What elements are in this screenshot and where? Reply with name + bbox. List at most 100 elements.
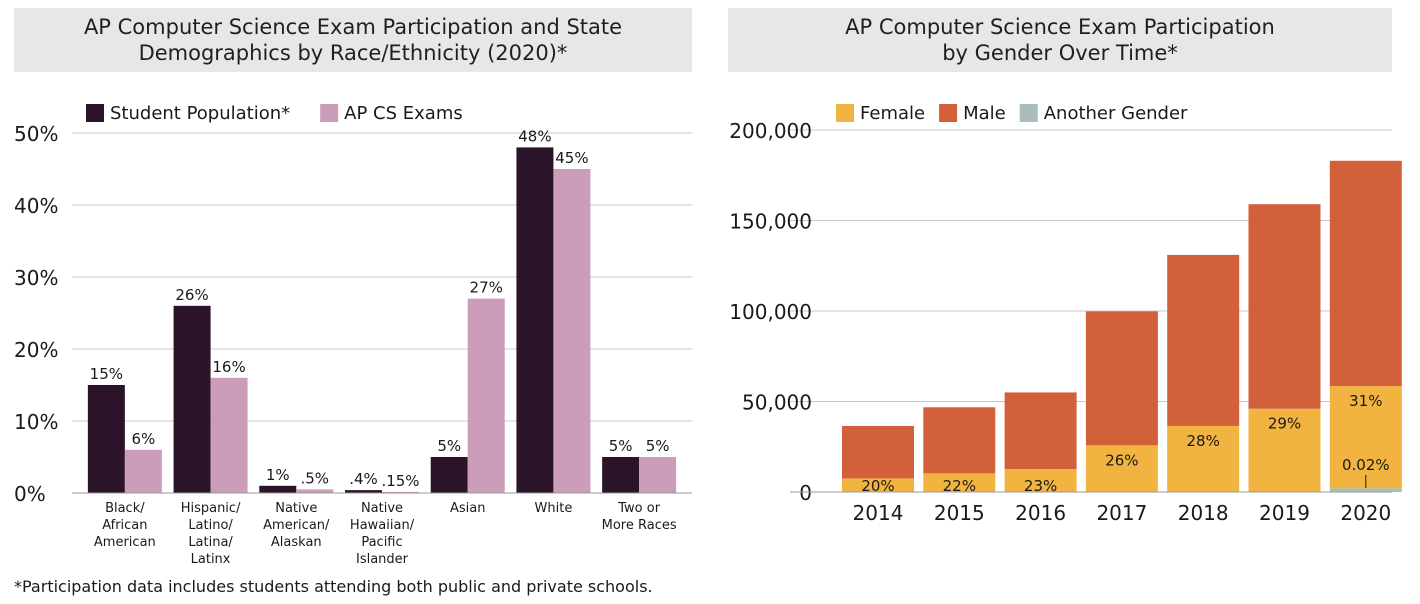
bar-value-label: 48% bbox=[518, 127, 551, 145]
x-tick-label: More Races bbox=[602, 518, 677, 533]
bar-segment bbox=[1329, 488, 1402, 492]
x-tick-label: Native bbox=[275, 501, 317, 516]
y-tick-label: 50,000 bbox=[742, 391, 812, 415]
bar-value-label: 27% bbox=[470, 279, 503, 297]
legend-swatch-2 bbox=[1019, 104, 1038, 122]
y-tick-label: 20% bbox=[14, 338, 58, 362]
legend-label-1: AP CS Exams bbox=[344, 103, 463, 124]
x-tick-label: Alaskan bbox=[271, 535, 322, 550]
annotation-label: 0.02% bbox=[1342, 456, 1390, 474]
bar bbox=[382, 491, 419, 493]
bar-value-label: 5% bbox=[437, 437, 461, 455]
x-tick-label: Hawaiian/ bbox=[350, 518, 415, 533]
x-tick-label: Black/ bbox=[105, 501, 145, 516]
y-tick-label: 0% bbox=[14, 482, 46, 506]
bar-value-label: 26% bbox=[175, 286, 208, 304]
right-chart-title: AP Computer Science Exam Participation b… bbox=[728, 8, 1392, 72]
bar-value-label: 5% bbox=[646, 437, 670, 455]
y-tick-label: 100,000 bbox=[729, 300, 812, 324]
x-tick-label: Pacific bbox=[361, 535, 402, 550]
bar bbox=[259, 485, 297, 493]
bar-segment bbox=[1085, 445, 1158, 492]
x-tick-label: 2019 bbox=[1259, 501, 1310, 525]
x-tick-label: Two or bbox=[617, 501, 660, 516]
legend-swatch-0 bbox=[836, 104, 854, 122]
bar-value-label: 28% bbox=[1187, 432, 1220, 450]
bar-segment bbox=[923, 407, 996, 474]
bar-segment bbox=[1004, 469, 1077, 492]
bar-segment bbox=[842, 425, 914, 479]
bar bbox=[602, 457, 640, 493]
bar-value-label: 26% bbox=[1105, 451, 1138, 469]
bar-segment bbox=[1329, 386, 1402, 489]
x-tick-label: American/ bbox=[263, 518, 330, 533]
bar bbox=[210, 377, 248, 493]
legend-swatch-1 bbox=[320, 104, 339, 122]
x-tick-label: Islander bbox=[356, 552, 409, 567]
bar bbox=[345, 490, 382, 493]
bar bbox=[430, 457, 468, 493]
bar-value-label: 6% bbox=[131, 430, 155, 448]
y-tick-label: 150,000 bbox=[729, 210, 812, 234]
bar-value-label: 45% bbox=[555, 149, 588, 167]
x-tick-label: African bbox=[102, 518, 147, 533]
x-tick-label: 2016 bbox=[1015, 501, 1066, 525]
bar-value-label: 31% bbox=[1349, 392, 1382, 410]
x-tick-label: White bbox=[535, 501, 573, 516]
legend-label-0: Student Population* bbox=[110, 103, 290, 124]
legend-swatch-1 bbox=[939, 104, 958, 122]
legend-swatch-0 bbox=[86, 104, 104, 122]
bar-value-label: .5% bbox=[300, 469, 329, 487]
left-chart-title-line-2: Demographics by Race/Ethnicity (2020)* bbox=[138, 41, 568, 65]
bar-segment bbox=[1248, 408, 1321, 492]
x-tick-label: Native bbox=[361, 501, 403, 516]
y-tick-label: 50% bbox=[14, 122, 58, 146]
bar-value-label: 20% bbox=[861, 477, 894, 495]
y-tick-label: 40% bbox=[14, 194, 58, 218]
x-tick-label: Hispanic/ bbox=[181, 501, 241, 516]
bar-segment bbox=[1004, 392, 1077, 470]
bar-segment bbox=[1167, 425, 1240, 492]
footnote: *Participation data includes students at… bbox=[14, 577, 653, 596]
right-chart-title-line-2: by Gender Over Time* bbox=[942, 41, 1178, 65]
bar-value-label: 22% bbox=[943, 477, 976, 495]
bar-value-label: 1% bbox=[266, 466, 290, 484]
x-tick-label: Latina/ bbox=[188, 535, 233, 550]
y-tick-label: 10% bbox=[14, 410, 58, 434]
bar-value-label: 29% bbox=[1268, 415, 1301, 433]
race-ethnicity-bar-chart: Student Population* AP CS Exams 0% 10% 20% 30… bbox=[14, 103, 692, 567]
bar-segment bbox=[1329, 160, 1402, 387]
y-tick-label: 30% bbox=[14, 266, 58, 290]
bar bbox=[467, 298, 505, 493]
x-tick-label: Latino/ bbox=[188, 518, 233, 533]
gender-stacked-bar-chart: Female Male Another Gender 0 50,000 100,000 15… bbox=[729, 103, 1402, 525]
bar bbox=[296, 489, 334, 493]
x-tick-label: 2020 bbox=[1340, 501, 1391, 525]
bar-value-label: 23% bbox=[1024, 477, 1057, 495]
y-tick-label: 200,000 bbox=[729, 119, 812, 143]
bar-value-label: 15% bbox=[90, 365, 123, 383]
bar-segment bbox=[1085, 311, 1158, 446]
bar-segment bbox=[1248, 204, 1321, 409]
bar-value-label: .15% bbox=[381, 472, 419, 490]
legend-label-0: Female bbox=[860, 103, 925, 124]
y-tick-label: 0 bbox=[799, 481, 812, 505]
bar-segment bbox=[923, 473, 996, 492]
x-tick-label: Asian bbox=[450, 501, 485, 516]
right-chart-title-line-1: AP Computer Science Exam Participation bbox=[845, 15, 1275, 39]
bar bbox=[639, 457, 677, 493]
legend-label-2: Another Gender bbox=[1044, 103, 1188, 124]
bar bbox=[553, 169, 591, 493]
bar-value-label: .4% bbox=[349, 470, 378, 488]
bar-value-label: 16% bbox=[212, 358, 245, 376]
x-tick-label: Latinx bbox=[191, 552, 231, 567]
bar bbox=[124, 449, 162, 493]
bar-segment bbox=[1167, 254, 1240, 426]
x-tick-label: 2014 bbox=[853, 501, 904, 525]
bar-value-label: 5% bbox=[609, 437, 633, 455]
left-chart-title-line-1: AP Computer Science Exam Participation a… bbox=[83, 15, 623, 39]
left-chart-title: AP Computer Science Exam Participation a… bbox=[14, 8, 692, 72]
bar bbox=[516, 147, 554, 493]
x-tick-label: 2017 bbox=[1096, 501, 1147, 525]
bar bbox=[87, 385, 125, 493]
